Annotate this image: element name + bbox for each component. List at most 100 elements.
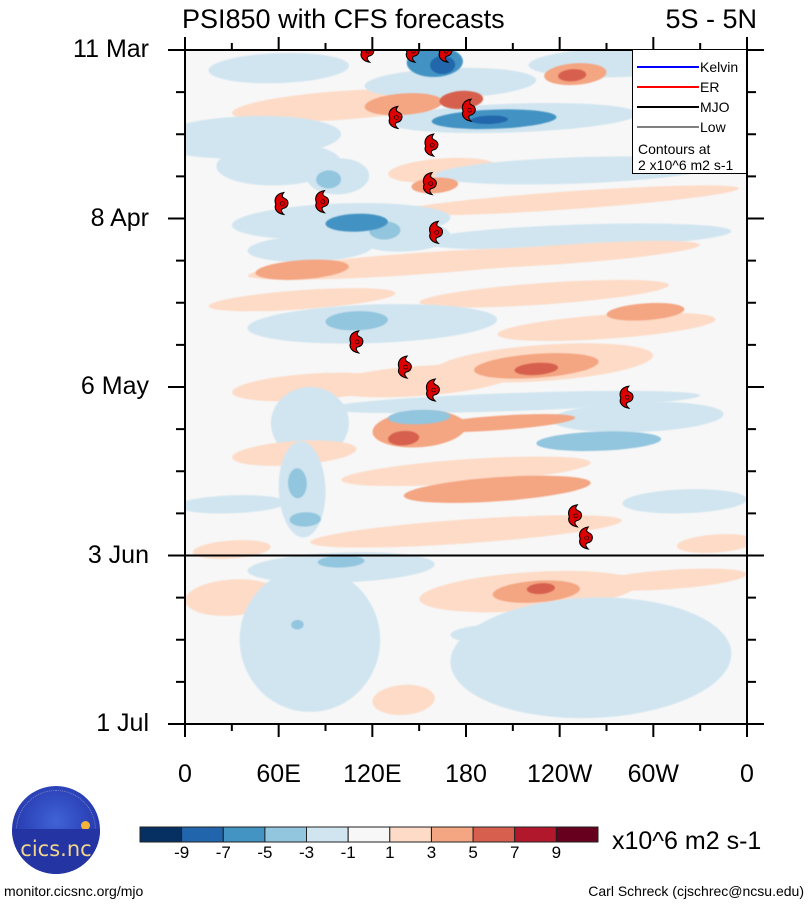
colorbar-swatch [306,826,349,843]
field-contour-region [247,235,373,262]
tropical-cyclone-icon [315,189,330,214]
field-contour-region [310,515,622,548]
field-contour-region [364,93,443,116]
colorbar-swatch [514,826,557,843]
colorbar-swatch [222,826,266,843]
tropical-cyclone-icon [425,378,440,402]
colorbar-units: x10^6 m2 s-1 [612,827,762,855]
tropical-cyclone-icon [349,330,364,354]
tropical-cyclone-icon [461,98,476,122]
field-contour-region [388,409,451,425]
colorbar-tick-label: -5 [257,843,273,862]
tropical-cyclone-icon [397,355,412,379]
tropical-cyclone-icon [422,171,437,196]
legend-item-kelvin: Kelvin [637,57,738,77]
x-tick-label: 0 [740,760,754,788]
field-contour-region [341,456,591,487]
tc-eye [584,535,590,541]
field-contour-region [317,555,365,568]
field-contour-region [325,390,700,414]
colorbar-swatch [139,826,183,843]
tc-eye [467,107,472,113]
x-tick-label: 180 [445,760,487,788]
field-contour-region [388,430,420,446]
legend-label: Kelvin [700,59,739,75]
footer-url: monitor.cicsnc.org/mjo [4,883,144,899]
field-contour-region [606,302,685,321]
field-contour-region [526,583,555,595]
tc-eye [403,364,408,370]
field-contour-region [676,534,747,553]
legend-contour-note: Contours at 2 x10^6 m2 s-1 [638,141,733,173]
legend-note-line1: Contours at [638,141,711,157]
tropical-cyclone-icon [424,133,439,157]
legend-label: Low [700,119,726,135]
legend-item-er: ER [637,77,719,97]
tc-eye [354,339,360,345]
x-tick-label: 0 [178,760,192,788]
logo-text: cics.nc [20,837,92,861]
chart-title: PSI850 with CFS forecasts [182,4,505,34]
legend-note-line2: 2 x10^6 m2 s-1 [638,157,734,173]
tropical-cyclone-icon [388,105,403,130]
legend: Kelvin ER MJO Low Contours at 2 x10^6 m2… [632,49,747,174]
legend-swatch [637,86,699,88]
colorbar-tick-label: 9 [551,843,562,862]
field-contour-region [536,431,662,452]
field-contour-region [325,311,388,331]
field-contour-region [364,67,537,99]
field-contour-region [430,55,456,75]
colorbar-swatch [472,826,516,843]
tc-eye [429,142,435,148]
field-contour-region [470,115,509,125]
y-tick-label: 6 May [80,372,149,400]
tropical-cyclone-icon [568,504,582,528]
cics-nc-logo: cics.nc [12,786,100,874]
field-contour-region [325,213,388,232]
field-contour-region [208,288,396,312]
colorbar-tick-label: 5 [468,843,478,862]
x-tick-label: 60E [256,760,301,788]
field-contour-region [185,495,287,514]
field-contour-region [291,619,304,630]
colorbar-swatch [389,826,432,843]
field-contour-region [622,489,747,514]
footer-author: Carl Schreck (cjschrec@ncsu.edu) [588,883,804,899]
logo-mountains [12,829,100,874]
field-contour-region [419,240,700,269]
field-contour-region [192,540,271,559]
legend-label: MJO [700,99,730,115]
tropical-cyclone-icon [578,526,593,550]
tc-eye [573,513,579,519]
tc-eye [624,394,630,400]
legend-swatch [637,106,699,108]
field-contour-region [514,362,559,376]
legend-swatch [637,66,699,68]
y-tick-label: 3 Jun [87,540,149,569]
field-contour-region [255,259,349,280]
tc-eye [434,230,440,235]
x-tick-label: 120E [343,760,402,788]
colorbar [139,826,599,843]
colorbar-swatch [181,826,224,843]
tropical-cyclone-icon [429,220,443,245]
x-tick-label: 120W [527,760,593,788]
legend-item-low: Low [637,117,726,137]
tropical-cyclone-icon [619,385,634,409]
legend-swatch [637,126,699,128]
colorbar-tick-label: 3 [426,843,437,862]
field-contour-region [551,401,724,433]
colorbar-tick-label: -9 [174,843,190,862]
field-contour-region [536,630,599,649]
field-contour-region [439,90,484,110]
colorbar-tick-label: 7 [509,843,520,862]
field-contour-region [590,568,747,591]
x-tick-label: 60W [627,760,680,788]
field-contour-region [403,475,591,503]
colorbar-tick-label: -1 [340,843,356,862]
field-contour-region [419,279,669,308]
field-contour-region [497,312,716,341]
axis-ticks [168,37,764,737]
tropical-cyclone-icon [274,191,289,216]
tc-eye [279,201,285,206]
